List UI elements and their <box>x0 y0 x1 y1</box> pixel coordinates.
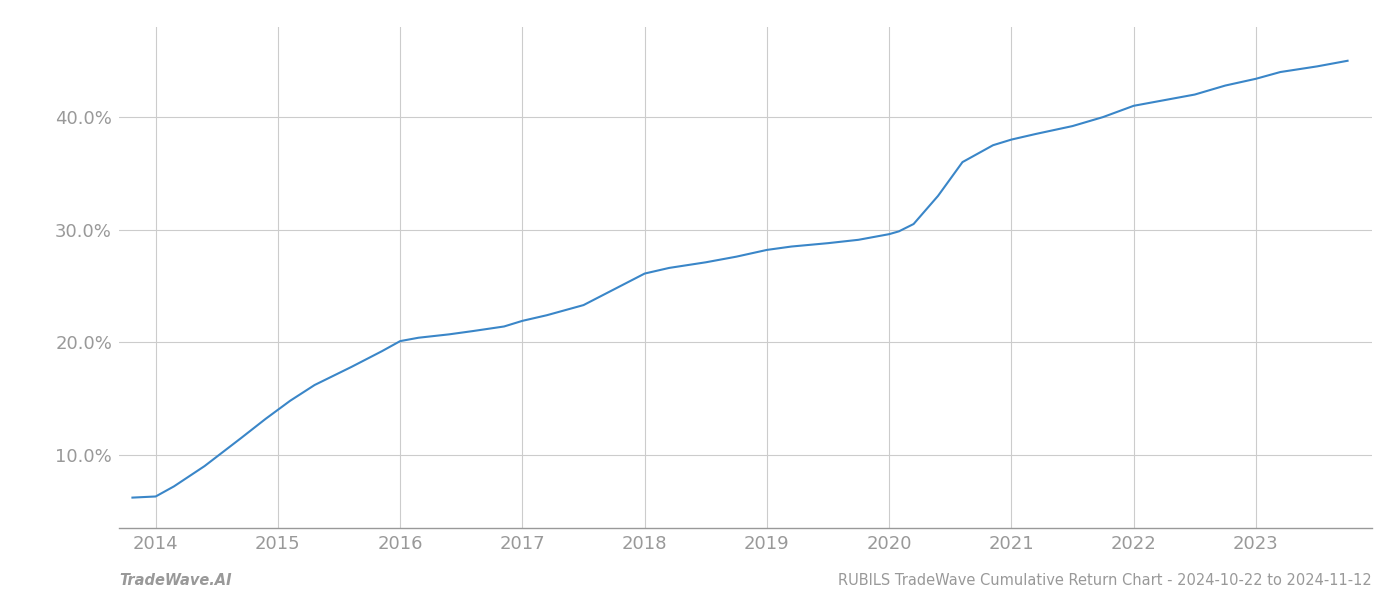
Text: RUBILS TradeWave Cumulative Return Chart - 2024-10-22 to 2024-11-12: RUBILS TradeWave Cumulative Return Chart… <box>839 573 1372 588</box>
Text: TradeWave.AI: TradeWave.AI <box>119 573 231 588</box>
